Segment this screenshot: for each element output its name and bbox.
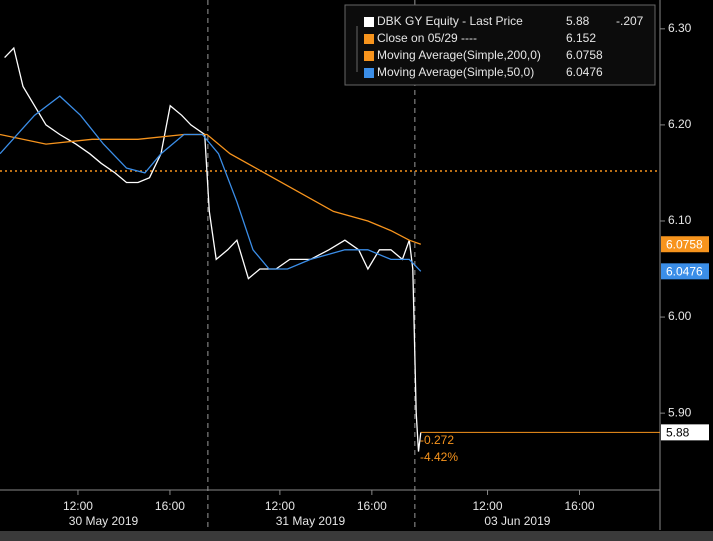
legend-swatch xyxy=(364,17,374,27)
legend-label: Moving Average(Simple,50,0) xyxy=(377,65,534,79)
annotation: -0.272 xyxy=(420,433,454,447)
x-tick-label: 16:00 xyxy=(564,499,594,513)
x-tick-label: 16:00 xyxy=(357,499,387,513)
y-tick-label: 6.30 xyxy=(668,21,692,35)
legend: DBK GY Equity - Last Price 5.88 -.207 Close… xyxy=(344,4,656,86)
date-label: 30 May 2019 xyxy=(69,514,139,528)
legend-box xyxy=(344,4,656,86)
legend-change: -.207 xyxy=(616,14,644,28)
date-label: 03 Jun 2019 xyxy=(484,514,550,528)
x-tick-label: 16:00 xyxy=(155,499,185,513)
series-line xyxy=(0,95,422,272)
legend-label: Close on 05/29 ---- xyxy=(377,31,477,45)
legend-swatch xyxy=(364,34,374,44)
x-tick-label: 12:00 xyxy=(265,499,295,513)
legend-label: Moving Average(Simple,200,0) xyxy=(377,48,541,62)
x-tick-label: 12:00 xyxy=(63,499,93,513)
y-tick-label: 6.20 xyxy=(668,117,692,131)
y-tick-label: 6.10 xyxy=(668,213,692,227)
date-label: 31 May 2019 xyxy=(276,514,346,528)
x-tick-label: 12:00 xyxy=(473,499,503,513)
legend-swatch xyxy=(364,51,374,61)
value-tag-label: 6.0758 xyxy=(666,237,703,251)
plot-area: -0.272 -4.42% xyxy=(0,0,660,530)
bottom-strip xyxy=(0,531,713,541)
legend-swatch xyxy=(364,68,374,78)
value-tag xyxy=(661,263,709,280)
value-tag xyxy=(661,424,709,441)
series-line xyxy=(4,46,422,452)
legend-value: 6.0476 xyxy=(566,65,603,79)
annotation: -4.42% xyxy=(420,450,458,464)
y-tick-label: 6.00 xyxy=(668,309,692,323)
value-tag xyxy=(661,236,709,253)
legend-label: DBK GY Equity - Last Price xyxy=(377,14,523,28)
legend-value: 6.152 xyxy=(566,31,596,45)
legend-value: 6.0758 xyxy=(566,48,603,62)
value-tag-label: 5.88 xyxy=(666,426,690,440)
y-tick-label: 5.90 xyxy=(668,405,692,419)
legend-value: 5.88 xyxy=(566,14,590,28)
value-tag-label: 6.0476 xyxy=(666,264,703,278)
